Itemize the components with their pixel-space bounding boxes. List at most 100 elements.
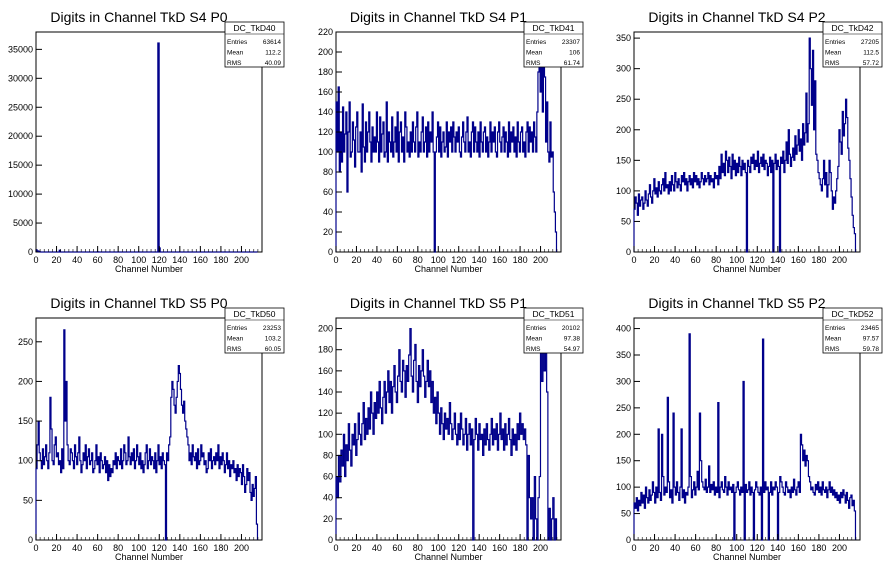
panel-title: Digits in Channel TkD S5 P1	[350, 295, 527, 311]
y-tick-label: 20000	[8, 131, 33, 141]
stats-value: 61.74	[564, 60, 581, 67]
x-tick-label: 100	[729, 255, 744, 265]
y-tick-label: 200	[18, 376, 33, 386]
x-axis-label: Channel Number	[713, 552, 781, 562]
y-tick-label: 60	[323, 187, 333, 197]
stats-box-title: DC_TkD40	[233, 23, 275, 33]
x-tick-label: 100	[131, 255, 146, 265]
y-tick-label: 0	[328, 535, 333, 545]
stats-value: 63614	[263, 39, 281, 46]
stats-box-title: DC_TkD52	[831, 309, 873, 319]
x-tick-label: 140	[770, 543, 785, 553]
y-tick-label: 40	[323, 493, 333, 503]
stats-label: Entries	[526, 325, 547, 332]
y-tick-label: 0	[328, 247, 333, 257]
y-tick-label: 0	[626, 247, 631, 257]
x-tick-label: 180	[811, 543, 826, 553]
y-tick-label: 200	[318, 47, 333, 57]
y-tick-label: 350	[616, 33, 631, 43]
x-tick-label: 20	[52, 543, 62, 553]
x-tick-label: 120	[451, 255, 466, 265]
x-tick-label: 80	[113, 543, 123, 553]
stats-box-frame	[523, 21, 584, 68]
y-tick-label: 250	[18, 337, 33, 347]
stats-box: DC_TkD40 Entries 63614 Mean 112.2 RMS 40.09	[224, 21, 285, 68]
histogram-panel: Digits in Channel TkD S5 P2 0 20 40 60 80 100 1…	[616, 295, 883, 562]
x-tick-label: 40	[670, 543, 680, 553]
y-tick-label: 35000	[8, 44, 33, 54]
stats-label: Entries	[227, 39, 248, 46]
x-tick-label: 80	[711, 255, 721, 265]
x-tick-label: 180	[213, 255, 228, 265]
stats-label: Entries	[825, 325, 846, 332]
x-tick-label: 140	[770, 255, 785, 265]
stats-value: 40.09	[265, 60, 282, 67]
y-tick-label: 250	[616, 94, 631, 104]
stats-label: Mean	[526, 336, 543, 343]
histogram-line	[633, 37, 857, 253]
panel-title: Digits in Channel TkD S4 P2	[648, 9, 825, 25]
histogram-line	[335, 41, 558, 253]
stats-label: RMS	[227, 60, 242, 67]
histogram-panel: Digits in Channel TkD S4 P0 0 20 40 60 80 100 1…	[8, 9, 285, 274]
stats-label: RMS	[227, 346, 242, 353]
y-tick-label: 200	[616, 429, 631, 439]
x-tick-label: 180	[513, 543, 528, 553]
panel-title: Digits in Channel TkD S4 P1	[350, 9, 527, 25]
y-tick-label: 300	[616, 64, 631, 74]
y-tick-label: 20	[323, 514, 333, 524]
y-tick-label: 50	[23, 495, 33, 505]
stats-value: 97.38	[564, 336, 581, 343]
y-tick-label: 100	[318, 429, 333, 439]
x-tick-label: 140	[172, 543, 187, 553]
histogram-line	[335, 327, 558, 541]
x-tick-label: 60	[93, 255, 103, 265]
stats-box-title: DC_TkD50	[233, 309, 275, 319]
y-tick-label: 160	[318, 87, 333, 97]
stats-box: DC_TkD41 Entries 23307 Mean 106 RMS 61.74	[523, 21, 584, 68]
x-tick-label: 0	[631, 255, 636, 265]
x-axis-label: Channel Number	[414, 552, 482, 562]
y-tick-label: 150	[616, 456, 631, 466]
stats-box-frame	[224, 21, 285, 68]
stats-value: 54.97	[564, 346, 581, 353]
histogram-panel: Digits in Channel TkD S4 P2 0 20 40 60 80 100 1…	[616, 9, 883, 274]
x-tick-label: 60	[392, 255, 402, 265]
y-tick-label: 200	[616, 125, 631, 135]
y-tick-label: 25000	[8, 102, 33, 112]
stats-box-frame	[224, 307, 285, 354]
x-tick-label: 0	[631, 543, 636, 553]
y-tick-label: 140	[318, 387, 333, 397]
x-tick-label: 40	[372, 255, 382, 265]
y-tick-label: 100	[616, 186, 631, 196]
stats-box-frame	[822, 21, 883, 68]
stats-value: 57.72	[863, 60, 880, 67]
stats-value: 60.05	[265, 346, 282, 353]
y-tick-label: 60	[323, 472, 333, 482]
x-tick-label: 120	[152, 255, 167, 265]
x-axis-label: Channel Number	[414, 264, 482, 274]
x-tick-label: 0	[33, 543, 38, 553]
y-tick-label: 120	[318, 408, 333, 418]
x-tick-label: 100	[131, 543, 146, 553]
y-tick-label: 350	[616, 350, 631, 360]
stats-box-title: DC_TkD42	[831, 23, 873, 33]
x-tick-label: 20	[650, 543, 660, 553]
x-axis-label: Channel Number	[115, 264, 183, 274]
y-tick-label: 400	[616, 324, 631, 334]
x-tick-label: 200	[533, 255, 548, 265]
stats-box-frame	[523, 307, 584, 354]
stats-box-frame	[822, 307, 883, 354]
y-tick-label: 100	[616, 482, 631, 492]
y-tick-label: 50	[621, 216, 631, 226]
stats-box: DC_TkD50 Entries 23253 Mean 103.2 RMS 60.05	[224, 307, 285, 354]
x-tick-label: 140	[172, 255, 187, 265]
stats-value: 27205	[861, 39, 879, 46]
stats-value: 106	[569, 50, 580, 57]
x-tick-label: 0	[33, 255, 38, 265]
y-tick-label: 180	[318, 345, 333, 355]
y-tick-label: 0	[28, 535, 33, 545]
histogram-spike	[157, 42, 160, 252]
x-tick-label: 40	[72, 543, 82, 553]
stats-box-title: DC_TkD41	[532, 23, 574, 33]
